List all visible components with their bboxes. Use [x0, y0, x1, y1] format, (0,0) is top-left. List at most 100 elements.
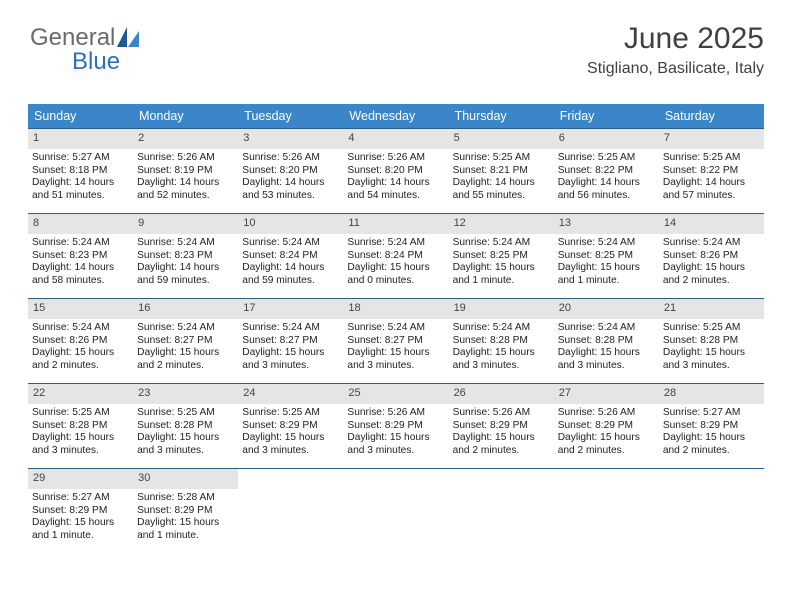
day-number: 12 — [449, 214, 554, 234]
sunset-line: Sunset: 8:20 PM — [242, 165, 339, 178]
daylight-line: Daylight: 15 hours and 1 minute. — [137, 517, 234, 543]
empty-cell — [343, 469, 448, 553]
day-number: 26 — [449, 384, 554, 404]
sunset-line: Sunset: 8:29 PM — [242, 420, 339, 433]
day-body: Sunrise: 5:24 AMSunset: 8:25 PMDaylight:… — [449, 234, 554, 294]
day-body: Sunrise: 5:25 AMSunset: 8:22 PMDaylight:… — [554, 149, 659, 209]
daylight-line: Daylight: 15 hours and 3 minutes. — [137, 432, 234, 458]
day-body: Sunrise: 5:24 AMSunset: 8:28 PMDaylight:… — [554, 319, 659, 379]
daylight-line: Daylight: 15 hours and 2 minutes. — [558, 432, 655, 458]
day-body: Sunrise: 5:25 AMSunset: 8:28 PMDaylight:… — [133, 404, 238, 464]
sunrise-line: Sunrise: 5:24 AM — [663, 237, 760, 250]
week-row: 8Sunrise: 5:24 AMSunset: 8:23 PMDaylight… — [28, 213, 764, 298]
sunset-line: Sunset: 8:27 PM — [137, 335, 234, 348]
empty-cell — [449, 469, 554, 553]
day-number: 14 — [659, 214, 764, 234]
sunrise-line: Sunrise: 5:24 AM — [558, 322, 655, 335]
sunrise-line: Sunrise: 5:27 AM — [32, 152, 129, 165]
day-number: 6 — [554, 129, 659, 149]
daylight-line: Daylight: 14 hours and 53 minutes. — [242, 177, 339, 203]
sunrise-line: Sunrise: 5:27 AM — [32, 492, 129, 505]
sunset-line: Sunset: 8:24 PM — [242, 250, 339, 263]
day-body: Sunrise: 5:24 AMSunset: 8:24 PMDaylight:… — [343, 234, 448, 294]
day-cell: 21Sunrise: 5:25 AMSunset: 8:28 PMDayligh… — [659, 299, 764, 383]
day-cell: 26Sunrise: 5:26 AMSunset: 8:29 PMDayligh… — [449, 384, 554, 468]
sunrise-line: Sunrise: 5:25 AM — [453, 152, 550, 165]
weekday-header: Friday — [554, 104, 659, 128]
day-body: Sunrise: 5:27 AMSunset: 8:18 PMDaylight:… — [28, 149, 133, 209]
sunrise-line: Sunrise: 5:24 AM — [32, 237, 129, 250]
day-number: 16 — [133, 299, 238, 319]
daylight-line: Daylight: 14 hours and 56 minutes. — [558, 177, 655, 203]
sunset-line: Sunset: 8:24 PM — [347, 250, 444, 263]
sunrise-line: Sunrise: 5:28 AM — [137, 492, 234, 505]
day-body: Sunrise: 5:24 AMSunset: 8:26 PMDaylight:… — [28, 319, 133, 379]
sunset-line: Sunset: 8:18 PM — [32, 165, 129, 178]
daylight-line: Daylight: 15 hours and 3 minutes. — [242, 432, 339, 458]
day-cell: 17Sunrise: 5:24 AMSunset: 8:27 PMDayligh… — [238, 299, 343, 383]
day-body: Sunrise: 5:25 AMSunset: 8:29 PMDaylight:… — [238, 404, 343, 464]
empty-cell — [659, 469, 764, 553]
sunset-line: Sunset: 8:27 PM — [347, 335, 444, 348]
sunrise-line: Sunrise: 5:25 AM — [242, 407, 339, 420]
empty-cell — [554, 469, 659, 553]
weekday-header: Sunday — [28, 104, 133, 128]
sunset-line: Sunset: 8:28 PM — [137, 420, 234, 433]
day-cell: 18Sunrise: 5:24 AMSunset: 8:27 PMDayligh… — [343, 299, 448, 383]
sunset-line: Sunset: 8:29 PM — [347, 420, 444, 433]
day-body: Sunrise: 5:25 AMSunset: 8:28 PMDaylight:… — [659, 319, 764, 379]
day-cell: 3Sunrise: 5:26 AMSunset: 8:20 PMDaylight… — [238, 129, 343, 213]
sunset-line: Sunset: 8:28 PM — [32, 420, 129, 433]
daylight-line: Daylight: 14 hours and 52 minutes. — [137, 177, 234, 203]
day-body: Sunrise: 5:25 AMSunset: 8:28 PMDaylight:… — [28, 404, 133, 464]
day-cell: 4Sunrise: 5:26 AMSunset: 8:20 PMDaylight… — [343, 129, 448, 213]
day-number: 24 — [238, 384, 343, 404]
day-number: 20 — [554, 299, 659, 319]
day-number: 15 — [28, 299, 133, 319]
daylight-line: Daylight: 15 hours and 2 minutes. — [663, 262, 760, 288]
day-cell: 9Sunrise: 5:24 AMSunset: 8:23 PMDaylight… — [133, 214, 238, 298]
day-cell: 16Sunrise: 5:24 AMSunset: 8:27 PMDayligh… — [133, 299, 238, 383]
day-cell: 5Sunrise: 5:25 AMSunset: 8:21 PMDaylight… — [449, 129, 554, 213]
day-number: 17 — [238, 299, 343, 319]
day-body: Sunrise: 5:26 AMSunset: 8:19 PMDaylight:… — [133, 149, 238, 209]
weekday-header-row: Sunday Monday Tuesday Wednesday Thursday… — [28, 104, 764, 128]
sunset-line: Sunset: 8:26 PM — [663, 250, 760, 263]
daylight-line: Daylight: 15 hours and 3 minutes. — [347, 432, 444, 458]
sunset-line: Sunset: 8:28 PM — [453, 335, 550, 348]
sunset-line: Sunset: 8:23 PM — [32, 250, 129, 263]
week-row: 29Sunrise: 5:27 AMSunset: 8:29 PMDayligh… — [28, 468, 764, 553]
logo-text-2: Blue — [72, 48, 120, 75]
daylight-line: Daylight: 15 hours and 3 minutes. — [347, 347, 444, 373]
day-cell: 28Sunrise: 5:27 AMSunset: 8:29 PMDayligh… — [659, 384, 764, 468]
day-number: 18 — [343, 299, 448, 319]
sunset-line: Sunset: 8:29 PM — [663, 420, 760, 433]
weekday-header: Thursday — [449, 104, 554, 128]
sunrise-line: Sunrise: 5:24 AM — [453, 237, 550, 250]
daylight-line: Daylight: 14 hours and 55 minutes. — [453, 177, 550, 203]
daylight-line: Daylight: 15 hours and 3 minutes. — [242, 347, 339, 373]
daylight-line: Daylight: 15 hours and 2 minutes. — [32, 347, 129, 373]
day-cell: 22Sunrise: 5:25 AMSunset: 8:28 PMDayligh… — [28, 384, 133, 468]
sunset-line: Sunset: 8:25 PM — [453, 250, 550, 263]
day-number: 25 — [343, 384, 448, 404]
logo: General Blue — [30, 26, 139, 74]
sunrise-line: Sunrise: 5:24 AM — [453, 322, 550, 335]
sunset-line: Sunset: 8:28 PM — [663, 335, 760, 348]
day-cell: 24Sunrise: 5:25 AMSunset: 8:29 PMDayligh… — [238, 384, 343, 468]
daylight-line: Daylight: 15 hours and 3 minutes. — [663, 347, 760, 373]
day-cell: 19Sunrise: 5:24 AMSunset: 8:28 PMDayligh… — [449, 299, 554, 383]
day-body: Sunrise: 5:24 AMSunset: 8:23 PMDaylight:… — [133, 234, 238, 294]
daylight-line: Daylight: 15 hours and 0 minutes. — [347, 262, 444, 288]
day-cell: 11Sunrise: 5:24 AMSunset: 8:24 PMDayligh… — [343, 214, 448, 298]
weekday-header: Wednesday — [343, 104, 448, 128]
day-number: 22 — [28, 384, 133, 404]
day-number: 9 — [133, 214, 238, 234]
sunrise-line: Sunrise: 5:25 AM — [558, 152, 655, 165]
sunrise-line: Sunrise: 5:24 AM — [242, 237, 339, 250]
day-number: 3 — [238, 129, 343, 149]
day-cell: 2Sunrise: 5:26 AMSunset: 8:19 PMDaylight… — [133, 129, 238, 213]
day-cell: 29Sunrise: 5:27 AMSunset: 8:29 PMDayligh… — [28, 469, 133, 553]
sunrise-line: Sunrise: 5:24 AM — [137, 322, 234, 335]
day-cell: 13Sunrise: 5:24 AMSunset: 8:25 PMDayligh… — [554, 214, 659, 298]
